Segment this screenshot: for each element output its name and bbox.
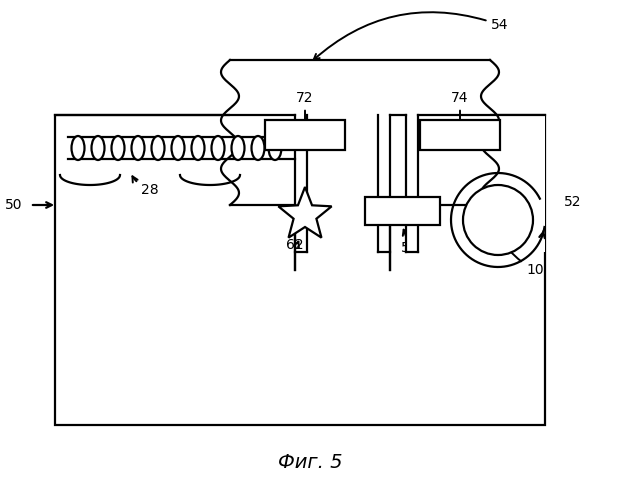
Ellipse shape [131, 136, 144, 160]
Bar [365, 197, 440, 225]
Text: 74: 74 [451, 91, 469, 145]
Ellipse shape [192, 136, 205, 160]
Bar [265, 120, 345, 150]
Text: 56: 56 [401, 230, 419, 255]
Ellipse shape [92, 136, 105, 160]
Bar [407, 115, 418, 252]
Circle shape [463, 185, 533, 255]
Ellipse shape [252, 136, 265, 160]
Bar [295, 205, 390, 270]
Bar [418, 115, 545, 252]
Bar [307, 115, 378, 252]
Ellipse shape [172, 136, 185, 160]
Bar [55, 115, 545, 425]
Ellipse shape [151, 136, 164, 160]
Ellipse shape [211, 136, 224, 160]
Bar [230, 60, 490, 205]
Ellipse shape [112, 136, 125, 160]
Ellipse shape [268, 136, 281, 160]
Text: 54: 54 [314, 12, 509, 60]
Text: 50: 50 [4, 198, 22, 212]
Text: 72: 72 [296, 91, 314, 145]
Text: 28: 28 [133, 176, 159, 197]
Text: Фиг. 5: Фиг. 5 [278, 452, 342, 471]
Text: 52: 52 [564, 195, 582, 209]
Text: 10: 10 [490, 207, 544, 277]
Ellipse shape [71, 136, 84, 160]
Ellipse shape [231, 136, 244, 160]
Bar [420, 120, 500, 150]
Polygon shape [278, 187, 332, 238]
Text: 62: 62 [286, 238, 304, 252]
